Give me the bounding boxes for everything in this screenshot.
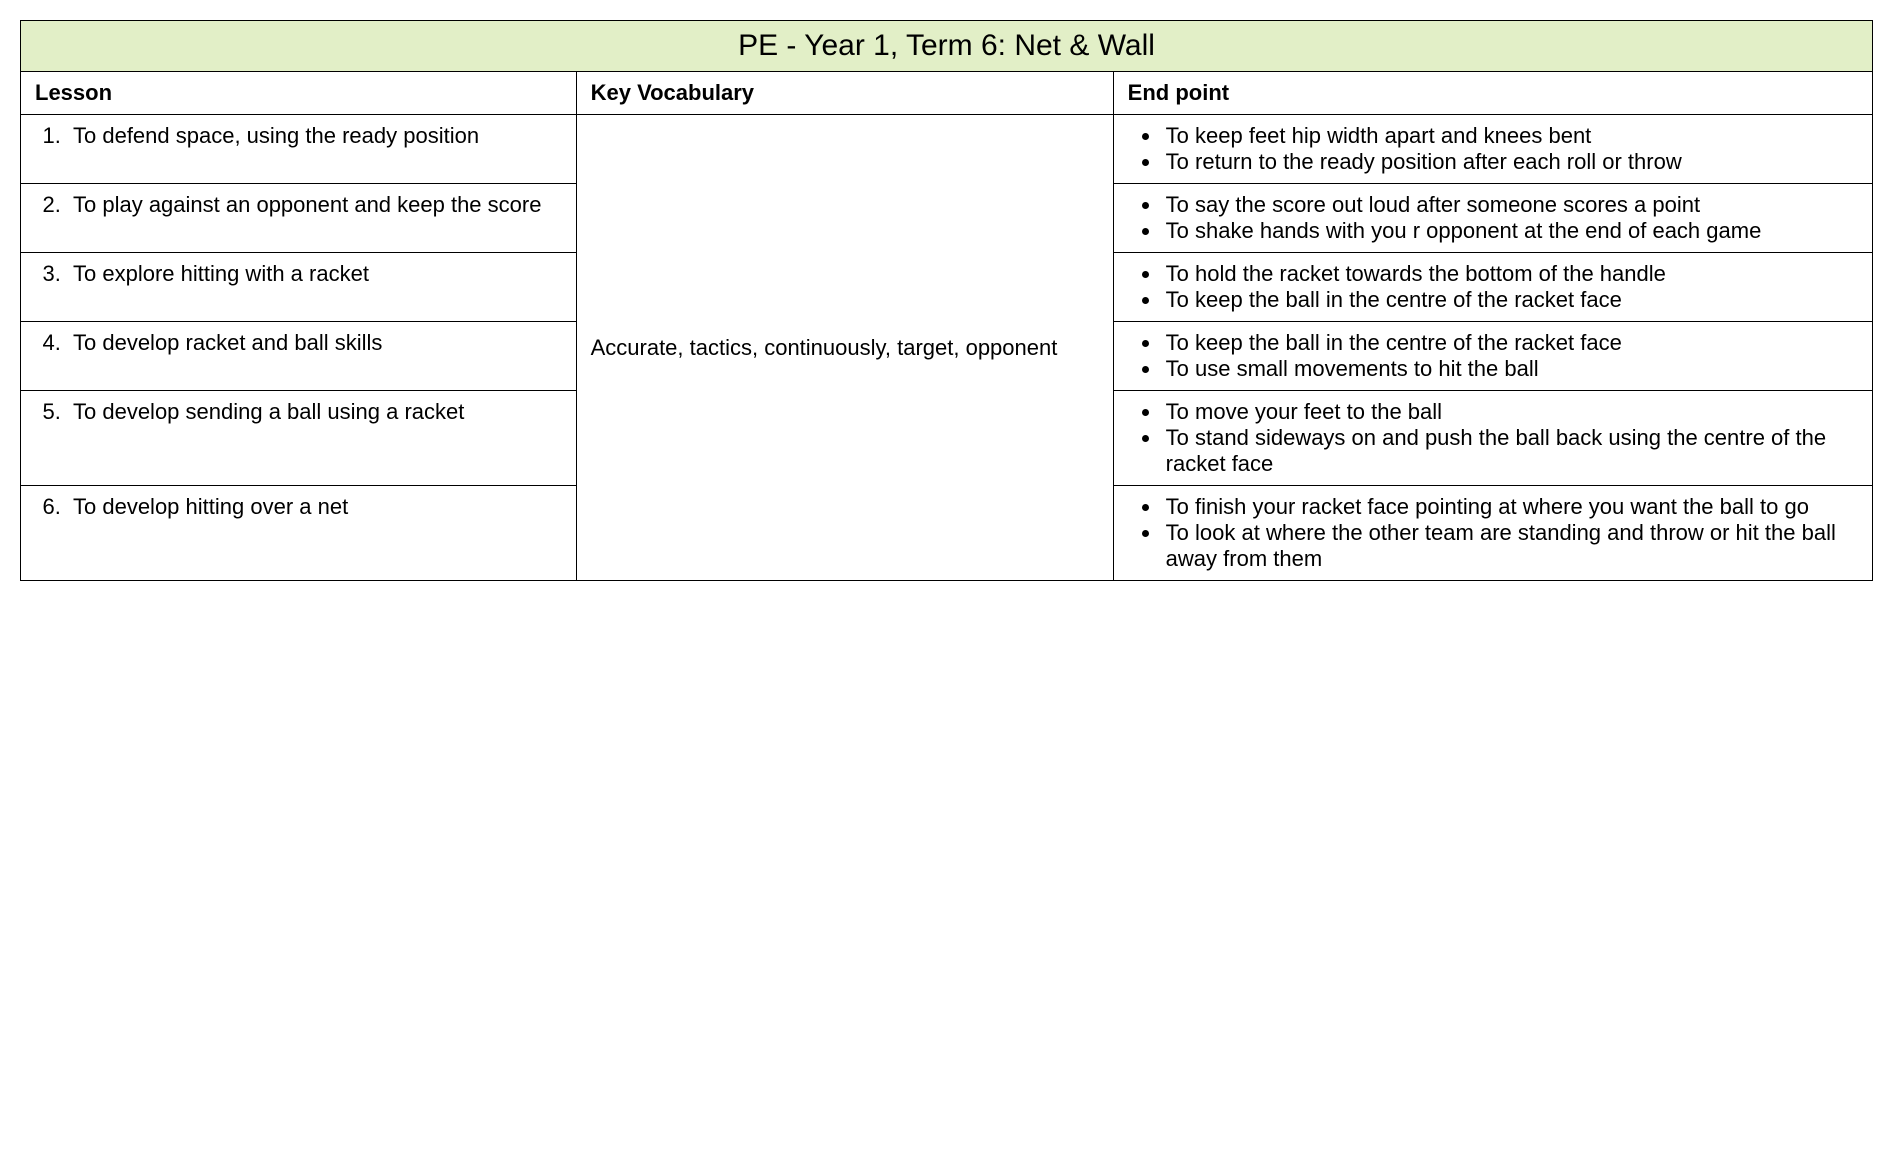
endpoint-item: To finish your racket face pointing at w… [1162, 494, 1858, 520]
lesson-text: To defend space, using the ready positio… [67, 123, 562, 149]
lesson-cell: To explore hitting with a racket [21, 253, 577, 322]
endpoint-cell: To hold the racket towards the bottom of… [1113, 253, 1872, 322]
endpoint-cell: To move your feet to the ballTo stand si… [1113, 391, 1872, 486]
lesson-cell: To develop racket and ball skills [21, 322, 577, 391]
lesson-text: To develop sending a ball using a racket [67, 399, 562, 425]
endpoint-cell: To keep the ball in the centre of the ra… [1113, 322, 1872, 391]
lesson-text: To develop hitting over a net [67, 494, 562, 520]
col-header-endpoint: End point [1113, 72, 1872, 115]
lesson-text: To play against an opponent and keep the… [67, 192, 562, 218]
lesson-text: To explore hitting with a racket [67, 261, 562, 287]
endpoint-item: To hold the racket towards the bottom of… [1162, 261, 1858, 287]
endpoint-item: To return to the ready position after ea… [1162, 149, 1858, 175]
endpoint-cell: To finish your racket face pointing at w… [1113, 486, 1872, 581]
endpoint-item: To keep the ball in the centre of the ra… [1162, 287, 1858, 313]
endpoint-item: To shake hands with you r opponent at th… [1162, 218, 1858, 244]
endpoint-item: To say the score out loud after someone … [1162, 192, 1858, 218]
endpoint-cell: To keep feet hip width apart and knees b… [1113, 115, 1872, 184]
lesson-cell: To play against an opponent and keep the… [21, 184, 577, 253]
col-header-vocab: Key Vocabulary [576, 72, 1113, 115]
lesson-cell: To defend space, using the ready positio… [21, 115, 577, 184]
endpoint-item: To stand sideways on and push the ball b… [1162, 425, 1858, 477]
endpoint-item: To look at where the other team are stan… [1162, 520, 1858, 572]
col-header-lesson: Lesson [21, 72, 577, 115]
endpoint-item: To use small movements to hit the ball [1162, 356, 1858, 382]
lesson-text: To develop racket and ball skills [67, 330, 562, 356]
curriculum-table: PE - Year 1, Term 6: Net & Wall Lesson K… [20, 20, 1873, 581]
endpoint-item: To move your feet to the ball [1162, 399, 1858, 425]
lesson-cell: To develop hitting over a net [21, 486, 577, 581]
table-title: PE - Year 1, Term 6: Net & Wall [21, 21, 1873, 72]
endpoint-item: To keep feet hip width apart and knees b… [1162, 123, 1858, 149]
endpoint-cell: To say the score out loud after someone … [1113, 184, 1872, 253]
endpoint-item: To keep the ball in the centre of the ra… [1162, 330, 1858, 356]
vocabulary-cell: Accurate, tactics, continuously, target,… [576, 115, 1113, 581]
lesson-cell: To develop sending a ball using a racket [21, 391, 577, 486]
